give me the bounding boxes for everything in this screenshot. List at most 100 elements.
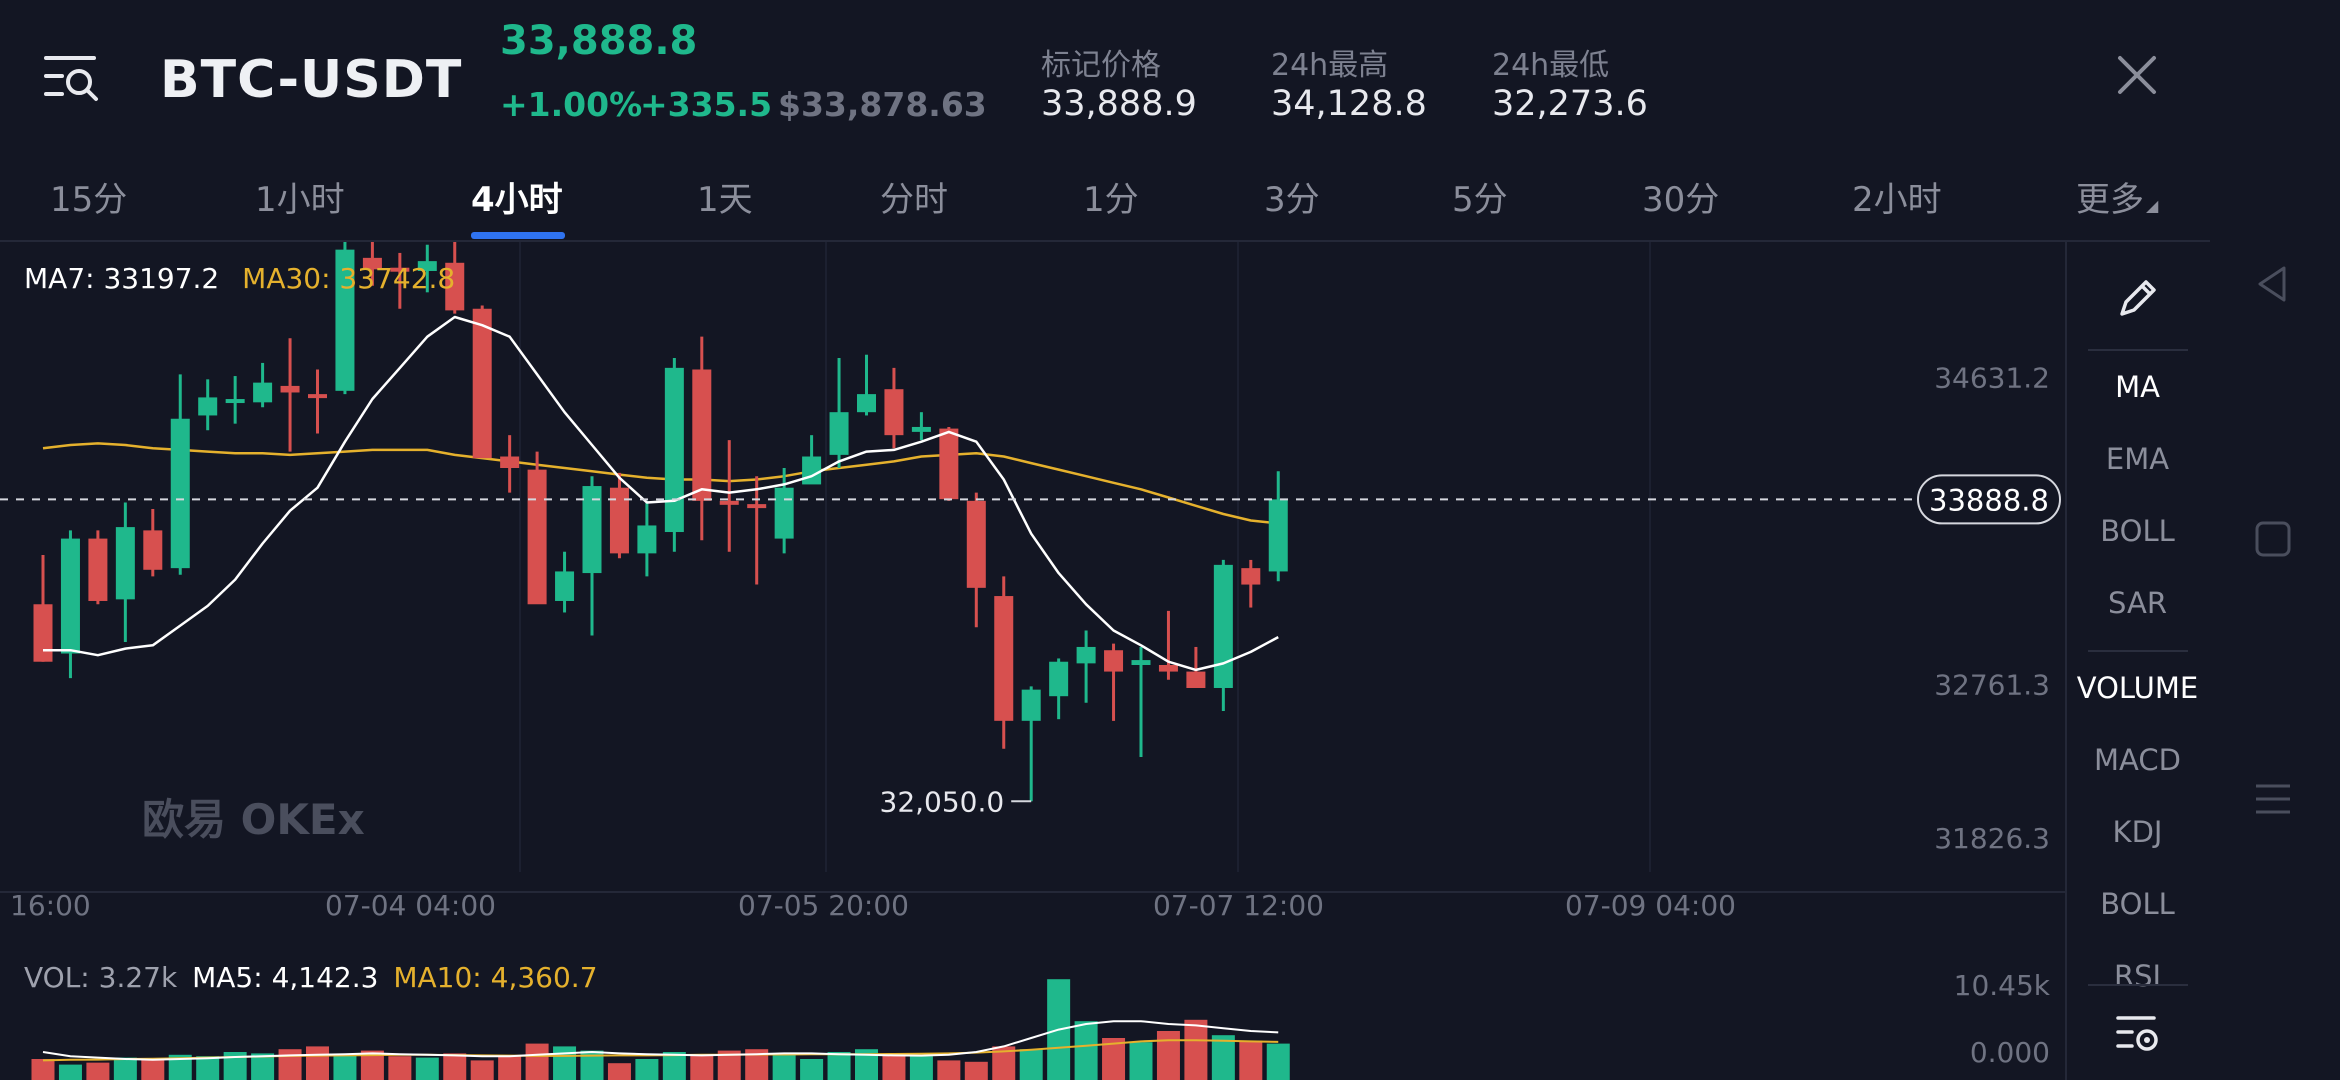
tab-1h[interactable]: 1小时	[255, 180, 345, 220]
tab-timeshare[interactable]: 分时	[880, 180, 948, 220]
tab-1d[interactable]: 1天	[697, 180, 753, 220]
volume-bar	[333, 1054, 357, 1080]
volume-bar	[470, 1060, 494, 1080]
indicator-sar[interactable]: SAR	[2108, 586, 2167, 620]
volume-bar	[1211, 1035, 1235, 1080]
home-nav-icon[interactable]	[2254, 520, 2292, 558]
indicator-settings-icon[interactable]	[2114, 1012, 2164, 1056]
volume-bar	[443, 1053, 467, 1080]
mark-price-value: 33,888.9	[1041, 84, 1197, 124]
candle	[170, 418, 190, 569]
current-price-label: 33888.8	[1929, 483, 2049, 517]
indicator-macd[interactable]: MACD	[2094, 743, 2181, 777]
volume-indicator-legend: VOL: 3.27k MA5: 4,142.3 MA10: 4,360.7	[24, 961, 598, 994]
volume-bar	[1129, 1042, 1153, 1080]
trading-pair-title[interactable]: BTC-USDT	[160, 50, 463, 110]
back-nav-icon[interactable]	[2250, 262, 2294, 306]
candle	[911, 426, 931, 432]
candle	[1186, 671, 1206, 688]
last-price: 33,888.8	[500, 18, 698, 64]
indicator-rsi[interactable]: RSI	[2113, 959, 2162, 987]
indicator-boll-sub[interactable]: BOLL	[2100, 887, 2175, 921]
usd-price: $33,878.63	[778, 85, 987, 124]
volume-bar	[772, 1054, 796, 1080]
side-divider	[2088, 650, 2188, 652]
volume-bar	[745, 1049, 769, 1080]
candle	[253, 382, 273, 403]
y-tick-label: 32761.3	[1934, 668, 2050, 701]
tab-4h[interactable]: 4小时	[471, 180, 563, 220]
candle	[555, 571, 575, 601]
candle	[939, 428, 959, 500]
candlestick-chart[interactable]: 33888.835566.234631.232761.331826.316:00…	[0, 242, 2065, 1080]
candle	[198, 397, 218, 416]
tab-more-label: 更多	[2076, 180, 2144, 220]
close-icon[interactable]	[2112, 50, 2162, 100]
side-divider	[2088, 984, 2188, 986]
x-tick-label: 07-07 12:00	[1153, 889, 1324, 922]
candle	[747, 504, 767, 509]
tabs-divider	[0, 240, 2210, 242]
vol-ma10-legend: MA10: 4,360.7	[393, 961, 598, 994]
low-24h-label: 24h最低	[1492, 48, 1610, 83]
candle	[1049, 661, 1069, 697]
candle	[774, 487, 794, 539]
candle	[1131, 660, 1151, 666]
indicator-boll[interactable]: BOLL	[2100, 514, 2175, 548]
tab-2h[interactable]: 2小时	[1852, 180, 1942, 220]
candle	[637, 525, 657, 554]
caret-down-icon: ◢	[2146, 196, 2159, 215]
current-price-pill	[1917, 474, 2061, 525]
candle	[829, 412, 849, 455]
indicator-volume[interactable]: VOLUME	[2076, 671, 2199, 705]
x-tick-label: 07-04 04:00	[325, 889, 496, 922]
tab-1m[interactable]: 1分	[1083, 180, 1139, 220]
volume-bar	[306, 1046, 329, 1080]
candle	[802, 456, 822, 485]
candle	[994, 596, 1014, 721]
candle	[719, 500, 739, 505]
volume-bar	[827, 1052, 851, 1080]
side-divider	[2088, 349, 2188, 351]
tab-5m[interactable]: 5分	[1452, 180, 1508, 220]
candle	[143, 530, 163, 570]
candle	[33, 604, 53, 662]
volume-bar	[855, 1049, 878, 1080]
volume-bar	[1074, 1021, 1098, 1080]
volume-max-label: 10.45k	[1954, 969, 2051, 1002]
recents-nav-icon[interactable]	[2254, 780, 2292, 818]
indicator-ma[interactable]: MA	[2115, 370, 2160, 404]
candle	[1021, 689, 1041, 721]
tab-30m[interactable]: 30分	[1642, 180, 1720, 220]
candle	[225, 399, 245, 404]
vol-legend: VOL: 3.27k	[24, 961, 178, 994]
volume-bar	[251, 1053, 275, 1080]
candle	[966, 500, 986, 588]
volume-bar	[1266, 1043, 1290, 1080]
candle	[115, 527, 135, 600]
indicator-ema[interactable]: EMA	[2105, 442, 2170, 476]
candle	[857, 394, 876, 413]
y-tick-label: 34631.2	[1934, 362, 2050, 395]
tab-15m[interactable]: 15分	[50, 180, 128, 220]
pencil-icon[interactable]	[2112, 272, 2164, 324]
side-panel-border	[2065, 242, 2067, 1080]
candle	[280, 385, 300, 393]
candle	[417, 261, 437, 271]
volume-bar	[278, 1049, 302, 1080]
active-tab-indicator	[471, 232, 565, 239]
ma30-line	[42, 442, 1279, 525]
candle	[1158, 665, 1178, 672]
y-tick-label: 31826.3	[1934, 822, 2050, 855]
change-percent: +1.00%	[500, 85, 643, 124]
ma7-legend: MA7: 33197.2	[24, 262, 220, 295]
ma7-line	[43, 315, 1279, 672]
candle	[335, 249, 355, 391]
volume-bar	[964, 1061, 988, 1080]
volume-bars	[31, 979, 1290, 1080]
menu-search-icon[interactable]	[44, 52, 102, 102]
tab-more[interactable]: 更多 ◢	[2076, 172, 2158, 221]
volume-bar	[388, 1056, 412, 1080]
tab-3m[interactable]: 3分	[1264, 180, 1320, 220]
indicator-kdj[interactable]: KDJ	[2112, 815, 2163, 849]
